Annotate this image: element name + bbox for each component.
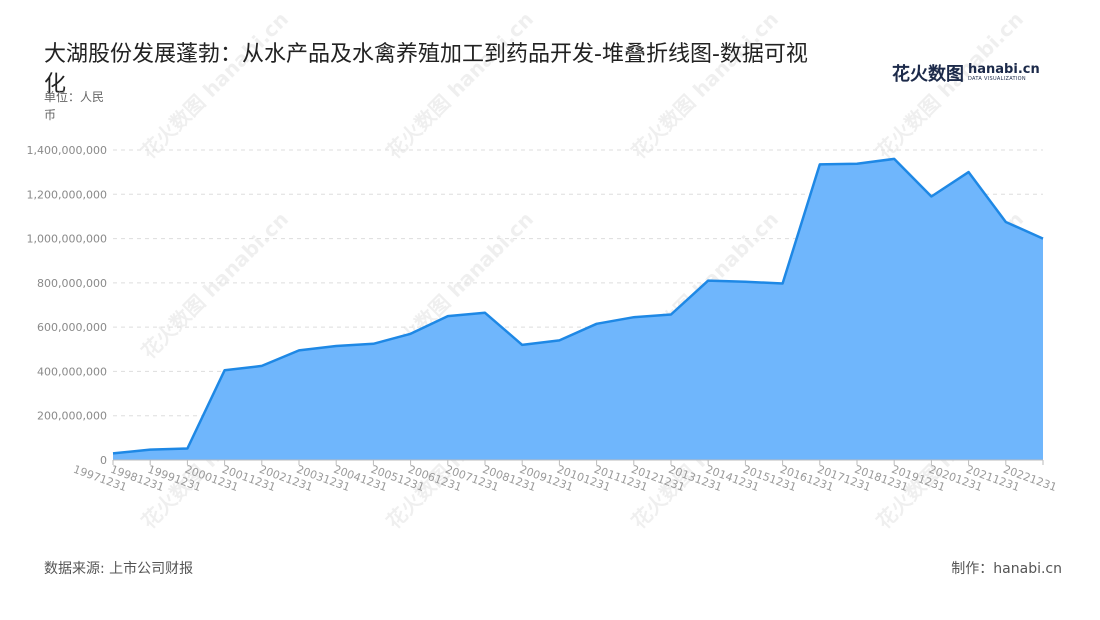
y-tick-label: 200,000,000	[37, 410, 107, 423]
data-source: 数据来源: 上市公司财报	[44, 561, 194, 577]
brand-tagline: DATA VISUALIZATION	[968, 76, 1026, 82]
brand-name-zh: 花火数图	[892, 64, 964, 85]
y-tick-label: 0	[100, 454, 107, 467]
credit: 制作：hanabi.cn	[951, 561, 1062, 577]
watermark-4: 花火数图 hanabi.cn	[137, 207, 293, 363]
y-tick-label: 800,000,000	[37, 277, 107, 290]
series-line	[112, 157, 1044, 455]
y-tick-label: 600,000,000	[37, 321, 107, 334]
y-axis-ticks: 0 200,000,000 400,000,000 600,000,000 800,00…	[27, 144, 107, 467]
y-tick-label: 1,400,000,000	[27, 144, 107, 157]
y-tick-label: 1,200,000,000	[27, 188, 107, 201]
chart-title: 大湖股份发展蓬勃：从水产品及水禽养殖加工到药品开发-堆叠折线图-数据可视化	[44, 42, 808, 97]
series-area	[113, 158, 1043, 460]
y-tick-label: 1,000,000,000	[27, 233, 107, 246]
brand-name-en-block: hanabi.cn DATA VISUALIZATION	[968, 63, 1040, 83]
brand-name-en: hanabi.cn	[968, 62, 1040, 77]
brand-logo: 花火数图 hanabi.cn DATA VISUALIZATION	[892, 58, 1040, 88]
unit-label: 单位：人民币	[44, 90, 105, 122]
y-tick-label: 400,000,000	[37, 365, 107, 378]
series-layer	[112, 157, 1044, 460]
